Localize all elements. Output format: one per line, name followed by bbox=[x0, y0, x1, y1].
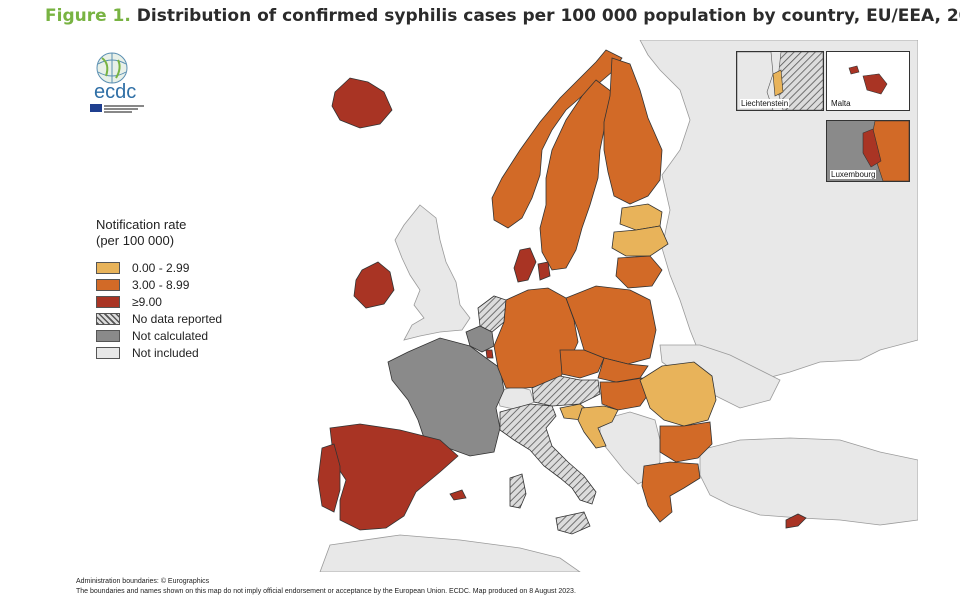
country-greece bbox=[641, 461, 701, 523]
legend-label-low: 0.00 - 2.99 bbox=[132, 260, 190, 275]
country-bulgaria bbox=[659, 421, 713, 463]
inset-luxembourg: Luxembourg bbox=[826, 120, 910, 182]
country-italy bbox=[499, 403, 597, 505]
legend-item-high: ≥9.00 bbox=[96, 293, 222, 310]
inset-label-luxembourg: Luxembourg bbox=[830, 170, 877, 179]
legend-title-line2: (per 100 000) bbox=[96, 233, 175, 248]
legend-item-low: 0.00 - 2.99 bbox=[96, 259, 222, 276]
land-uk bbox=[394, 204, 471, 341]
inset-label-malta: Malta bbox=[830, 99, 852, 108]
country-czechia bbox=[559, 349, 605, 379]
ecdc-logo-graphic: ecdc bbox=[90, 52, 144, 113]
country-romania bbox=[639, 361, 717, 427]
country-spain bbox=[329, 423, 459, 531]
legend-swatch-no-data bbox=[96, 312, 120, 325]
svg-text:ecdc: ecdc bbox=[94, 81, 136, 103]
country-portugal bbox=[317, 443, 341, 513]
legend-swatch-mid bbox=[96, 278, 120, 291]
country-estonia bbox=[619, 203, 663, 231]
country-luxembourg bbox=[485, 349, 494, 359]
inset-malta: Malta bbox=[826, 51, 910, 111]
country-hungary bbox=[599, 377, 651, 411]
figure-title-text: Distribution of confirmed syphilis cases… bbox=[136, 6, 960, 26]
country-latvia bbox=[611, 225, 669, 257]
legend-swatch-high bbox=[96, 295, 120, 308]
legend-label-not-included: Not included bbox=[132, 345, 199, 360]
figure-label: Figure 1. bbox=[45, 6, 131, 26]
legend-swatch-not-included bbox=[96, 346, 120, 359]
legend-title: Notification rate (per 100 000) bbox=[96, 217, 222, 249]
country-lithuania bbox=[615, 255, 663, 289]
legend-item-not-calculated: Not calculated bbox=[96, 327, 222, 344]
country-sweden bbox=[539, 79, 613, 271]
country-poland bbox=[565, 285, 657, 365]
country-cyprus bbox=[785, 513, 807, 529]
country-iceland bbox=[331, 77, 393, 129]
country-ireland bbox=[353, 261, 395, 309]
inset-label-liechtenstein: Liechtenstein bbox=[740, 99, 790, 108]
country-croatia bbox=[577, 405, 619, 449]
country-france bbox=[387, 337, 505, 457]
ecdc-logo: ecdc bbox=[86, 50, 166, 120]
country-denmark bbox=[513, 247, 551, 283]
legend-label-not-calculated: Not calculated bbox=[132, 328, 209, 343]
legend-swatch-low bbox=[96, 261, 120, 274]
country-austria bbox=[531, 375, 601, 407]
land-africa bbox=[319, 534, 581, 572]
legend: Notification rate (per 100 000) 0.00 - 2… bbox=[96, 217, 222, 361]
legend-title-line1: Notification rate bbox=[96, 217, 187, 232]
footer-line2: The boundaries and names shown on this m… bbox=[76, 588, 576, 595]
legend-item-not-included: Not included bbox=[96, 344, 222, 361]
country-balearics bbox=[449, 489, 467, 501]
scandinavia bbox=[491, 49, 663, 283]
legend-label-no-data: No data reported bbox=[132, 311, 223, 326]
europe-map bbox=[317, 40, 918, 572]
footer-line1: Administration boundaries: © Eurographic… bbox=[76, 578, 210, 585]
legend-swatch-not-calculated bbox=[96, 329, 120, 342]
legend-item-no-data: No data reported bbox=[96, 310, 222, 327]
country-finland bbox=[603, 57, 663, 205]
figure-title: Figure 1. Distribution of confirmed syph… bbox=[45, 6, 960, 26]
country-sardinia bbox=[509, 473, 527, 509]
legend-item-mid: 3.00 - 8.99 bbox=[96, 276, 222, 293]
land-turkey bbox=[699, 437, 918, 526]
legend-label-mid: 3.00 - 8.99 bbox=[132, 277, 190, 292]
country-sicily bbox=[555, 511, 591, 535]
map-frame bbox=[72, 40, 918, 572]
footer: Administration boundaries: © Eurographic… bbox=[76, 577, 576, 597]
inset-liechtenstein: Liechtenstein bbox=[736, 51, 824, 111]
legend-label-high: ≥9.00 bbox=[132, 294, 162, 309]
